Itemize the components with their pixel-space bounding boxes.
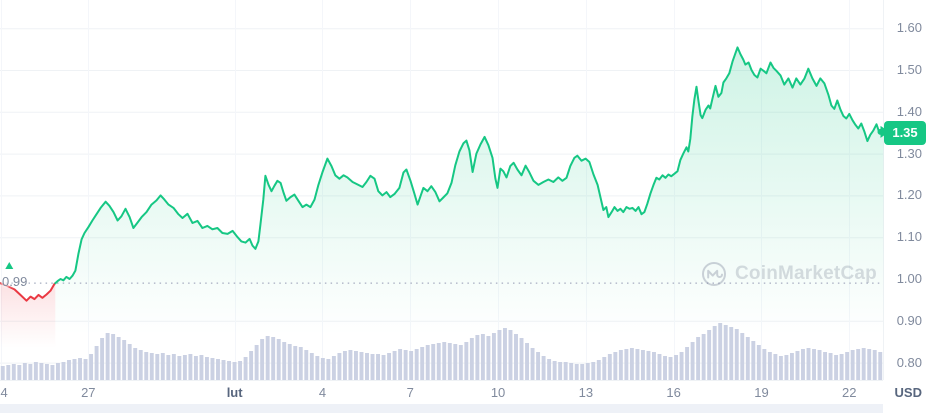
baseline-price-label: 0.99: [2, 274, 28, 289]
coinmarketcap-logo-icon: [702, 262, 726, 286]
watermark-text: CoinMarketCap: [735, 263, 877, 284]
current-price-badge: 1.35: [884, 120, 926, 145]
timeline-brush-strip[interactable]: [0, 404, 883, 413]
watermark: CoinMarketCap: [701, 261, 877, 287]
currency-unit-label: USD: [894, 385, 922, 400]
